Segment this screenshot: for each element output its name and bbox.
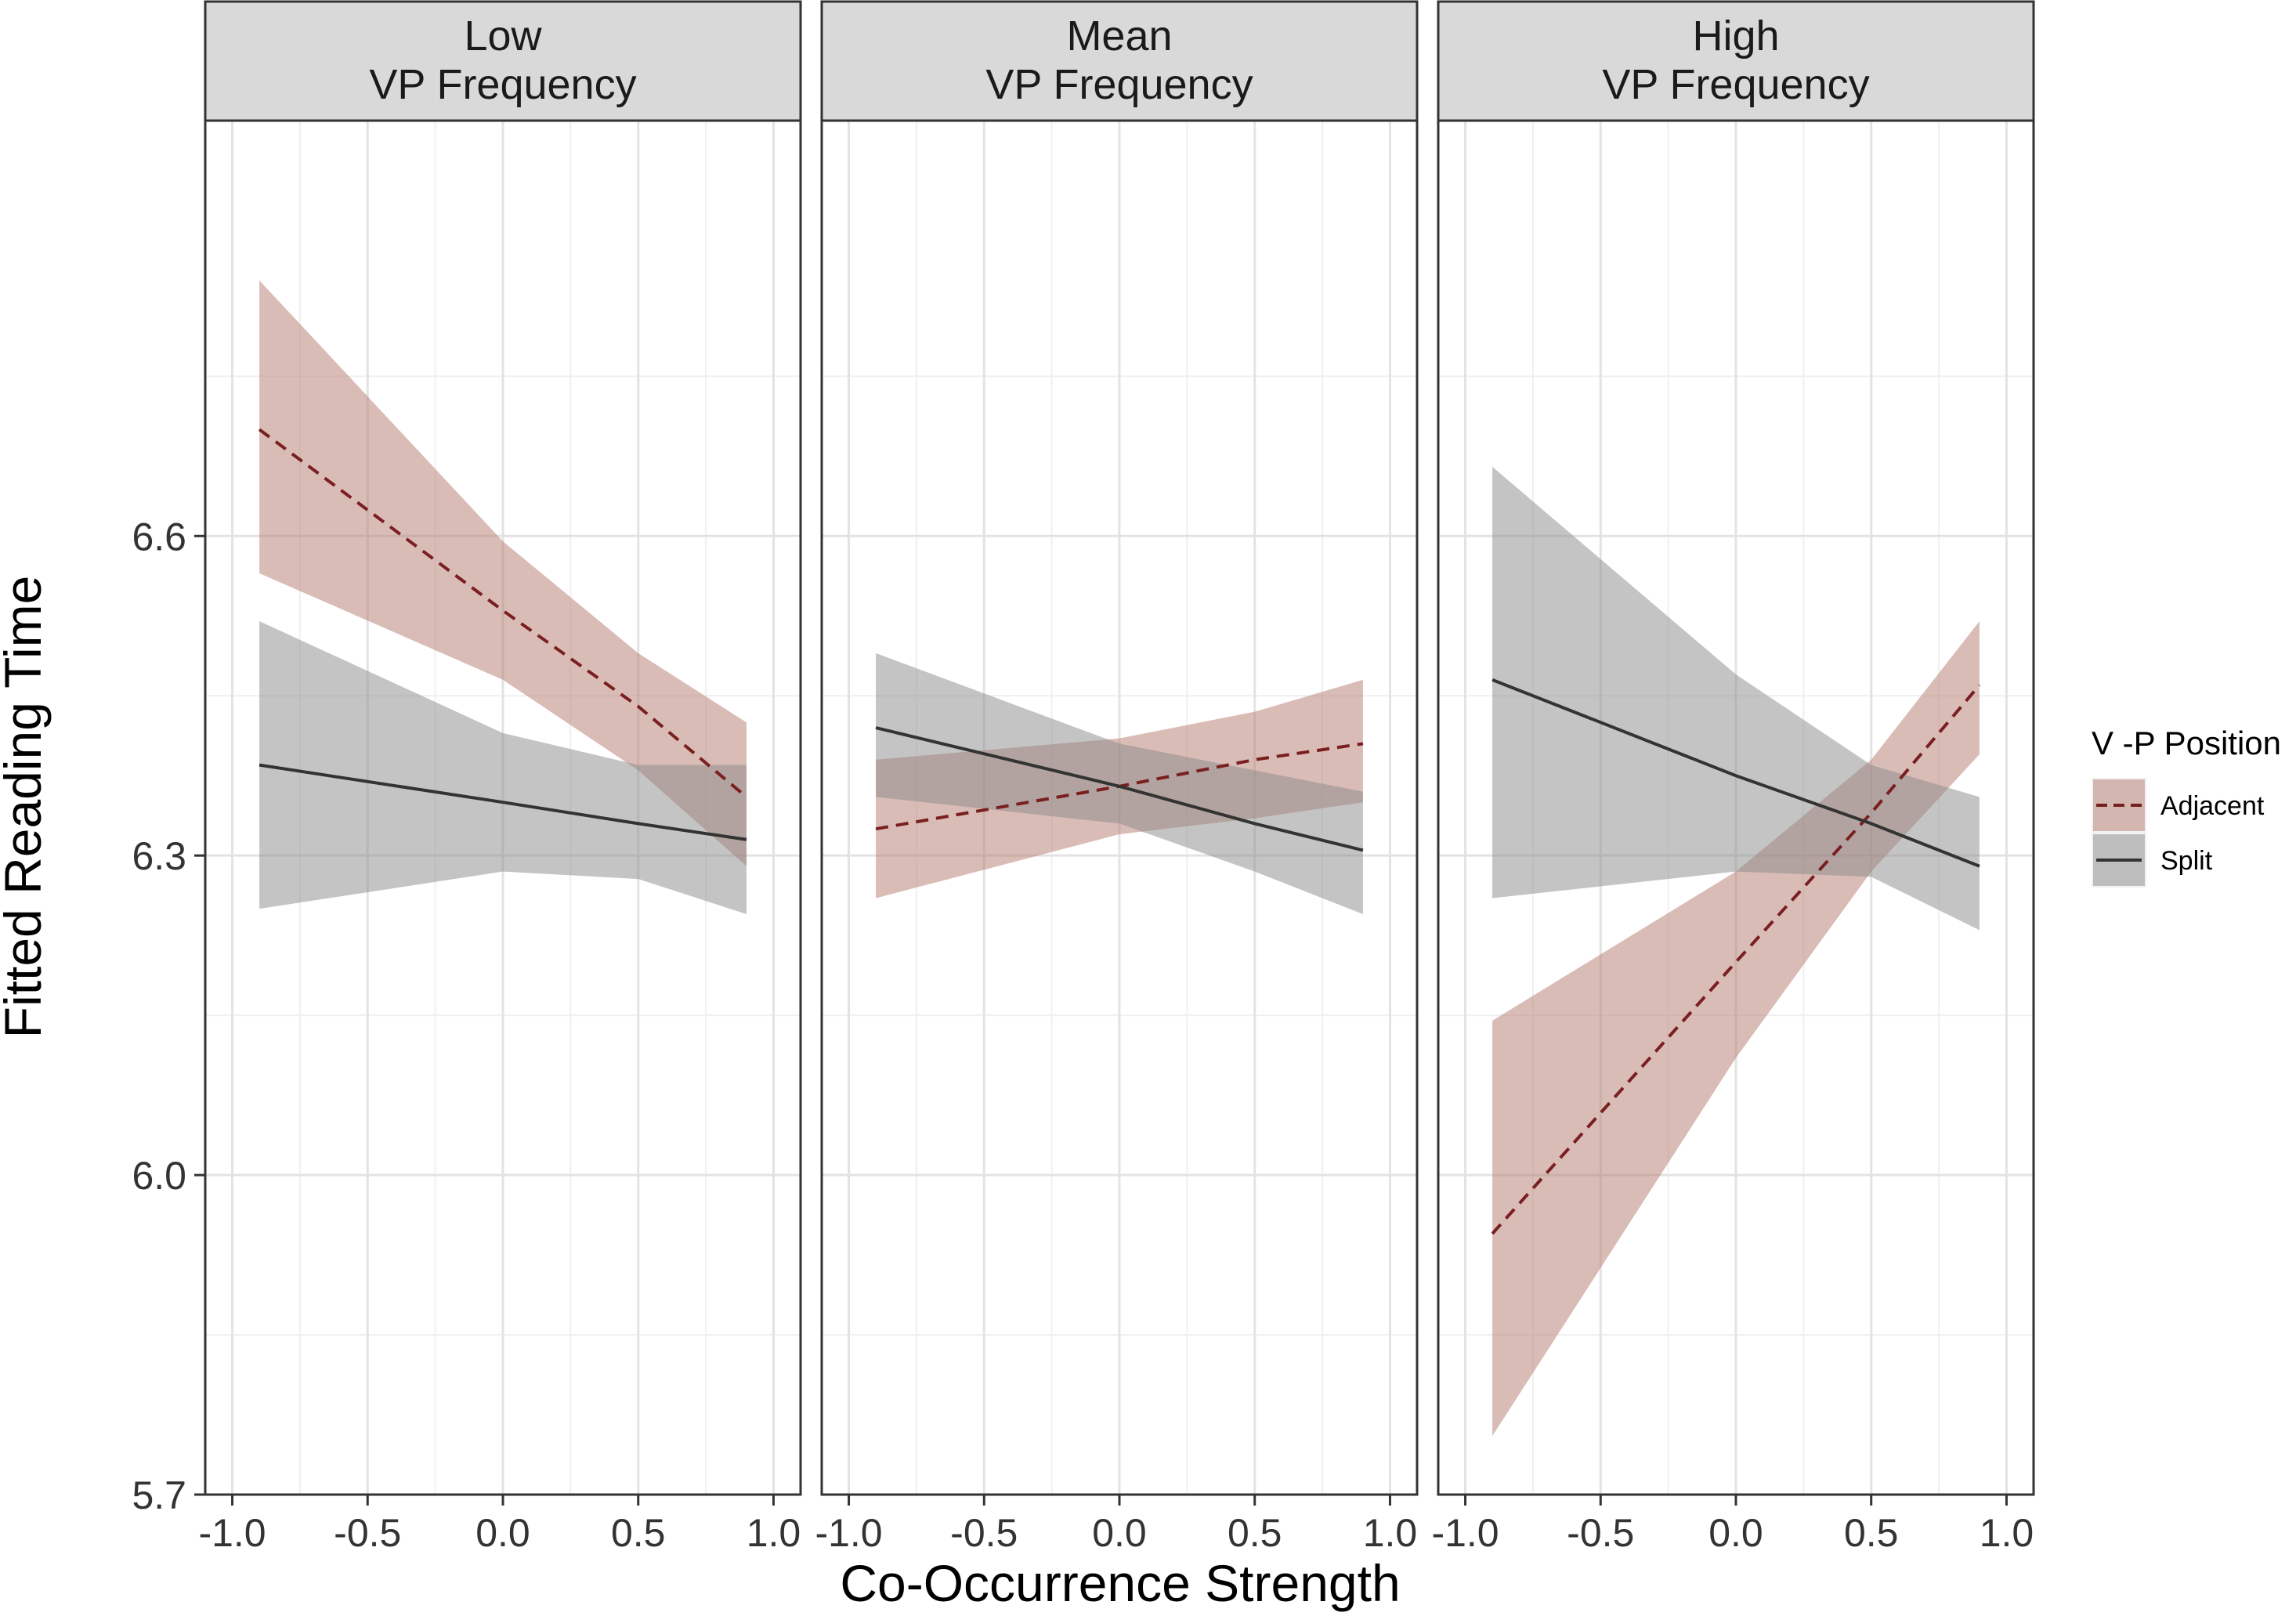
- fit-line-split: [875, 726, 1364, 852]
- legend-entry-adjacent: Adjacent: [2092, 778, 2265, 833]
- x-tick-label: -0.5: [334, 1511, 401, 1555]
- facet-strip-label: High: [1692, 13, 1779, 60]
- x-axis-title: Co-Occurrence Strength: [840, 1554, 1400, 1612]
- facet-strip: [1437, 0, 2035, 122]
- facet-strip-label: VP Frequency: [985, 61, 1253, 108]
- fit-line-adjacent: [875, 742, 1364, 831]
- x-tick-label: -1.0: [1431, 1511, 1499, 1555]
- x-tick-label: 1.0: [1363, 1511, 1418, 1555]
- facet-strip-label: Low: [464, 13, 542, 60]
- fit-line-split: [259, 763, 747, 841]
- legend-entry-split: Split: [2092, 833, 2213, 888]
- facet-strip-label: Mean: [1066, 13, 1172, 60]
- y-tick-label: 6.6: [132, 515, 186, 559]
- legend-label: Adjacent: [2160, 791, 2265, 821]
- x-tick-label: -0.5: [950, 1511, 1018, 1555]
- x-tick-label: 0.5: [1844, 1511, 1899, 1555]
- facet-strip-label: VP Frequency: [1602, 61, 1869, 108]
- legend-title: V -P Position: [2092, 725, 2281, 761]
- confidence-ribbon-split: [259, 621, 747, 914]
- y-tick-label: 5.7: [132, 1473, 186, 1517]
- fit-line-adjacent: [258, 428, 748, 798]
- x-tick-label: 1.0: [1980, 1511, 2034, 1555]
- confidence-ribbon-split: [1492, 466, 1980, 931]
- confidence-ribbon-split: [876, 653, 1363, 914]
- x-tick-label: 0.0: [475, 1511, 530, 1555]
- confidence-ribbon-adjacent: [259, 280, 747, 866]
- legend-label: Split: [2160, 846, 2213, 876]
- x-tick-label: -0.5: [1567, 1511, 1634, 1555]
- x-tick-label: 0.5: [611, 1511, 666, 1555]
- y-tick-label: 6.3: [132, 834, 186, 878]
- fit-line-split: [1491, 678, 1980, 868]
- y-tick-label: 6.0: [132, 1154, 186, 1198]
- facet-strip: [204, 0, 802, 122]
- x-tick-label: 0.0: [1092, 1511, 1147, 1555]
- x-tick-label: -1.0: [815, 1511, 882, 1555]
- facet-strip: [820, 0, 1419, 122]
- y-axis-title: Fitted Reading Time: [0, 576, 52, 1039]
- x-tick-label: 0.5: [1228, 1511, 1282, 1555]
- legend: V -P Position Adjacent Split: [2092, 725, 2281, 888]
- x-tick-label: -1.0: [198, 1511, 266, 1555]
- x-tick-label: 1.0: [747, 1511, 801, 1555]
- facet-strip-label: VP Frequency: [369, 61, 636, 108]
- x-tick-label: 0.0: [1708, 1511, 1763, 1555]
